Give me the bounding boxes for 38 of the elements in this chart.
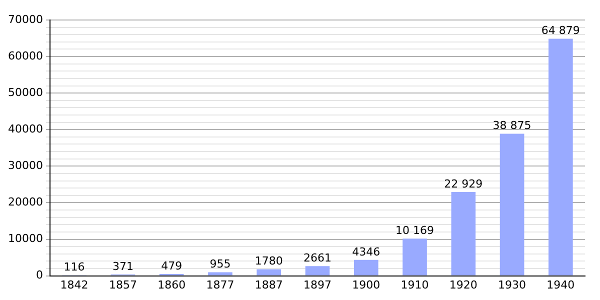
data-label: 116 (64, 260, 85, 274)
bar (208, 272, 232, 276)
bar (402, 238, 427, 276)
y-tick-label: 20000 (8, 196, 43, 209)
x-tick-label: 1900 (352, 278, 380, 292)
x-tick-label: 1857 (108, 278, 137, 292)
x-tick-label: 1897 (303, 278, 332, 292)
y-tick-label: 60000 (8, 49, 43, 62)
x-tick-label: 1887 (254, 278, 283, 292)
data-label: 10 169 (396, 224, 434, 237)
bar (354, 260, 378, 276)
y-tick-label: 10000 (8, 232, 43, 246)
y-tick-label: 40000 (8, 122, 43, 136)
data-label: 4346 (352, 245, 380, 258)
data-label: 22 929 (444, 177, 483, 190)
y-tick-label: 70000 (8, 12, 43, 26)
y-tick-label: 30000 (8, 159, 43, 172)
bar (256, 269, 282, 276)
y-tick-label: 50000 (8, 86, 43, 99)
data-label: 1780 (254, 254, 283, 268)
x-tick-label: 1877 (206, 278, 234, 292)
data-label: 38 875 (492, 119, 532, 132)
x-tick-label: 1920 (449, 278, 478, 292)
x-tick-label: 1842 (60, 278, 88, 292)
bar (548, 38, 573, 276)
bar (451, 192, 476, 276)
x-tick-label: 1930 (498, 278, 526, 292)
data-label: 479 (161, 259, 182, 272)
x-tick-label: 1910 (400, 278, 429, 292)
data-label: 371 (112, 260, 134, 273)
x-tick-label: 1860 (158, 278, 186, 292)
y-tick-label: 0 (36, 268, 43, 282)
bar (500, 134, 524, 276)
data-label: 955 (210, 258, 231, 271)
data-label: 2661 (303, 251, 332, 264)
x-tick-label: 1940 (546, 278, 575, 292)
bar (305, 266, 330, 276)
data-label: 64 879 (541, 24, 580, 38)
